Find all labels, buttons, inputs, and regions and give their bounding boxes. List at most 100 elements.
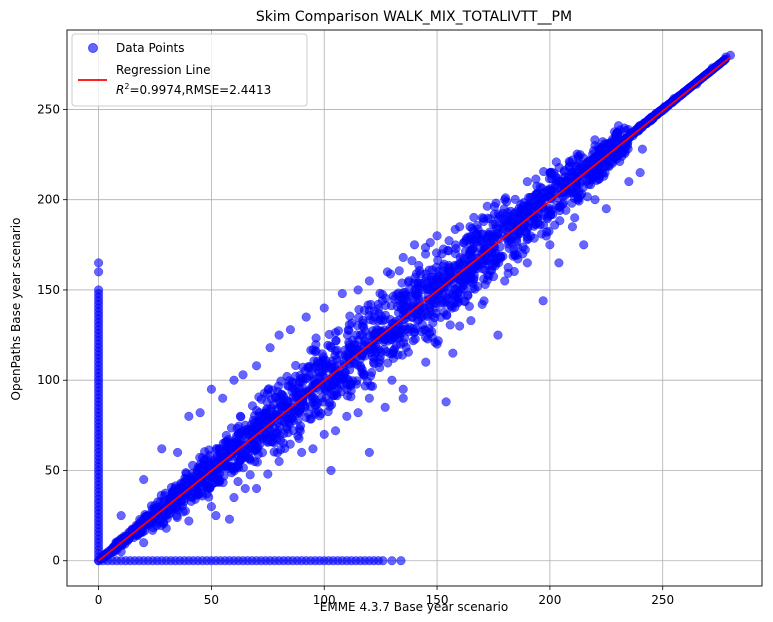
data-point <box>238 370 248 380</box>
axis-ticks: 0 50 100 150 200 250 0 50 100 150 200 250 <box>37 102 674 607</box>
data-point <box>521 227 531 237</box>
data-point <box>327 376 337 386</box>
data-point <box>535 182 545 192</box>
data-point <box>414 282 424 292</box>
data-point <box>398 384 408 394</box>
data-point <box>319 303 329 313</box>
data-point <box>377 316 388 326</box>
data-point <box>525 192 535 203</box>
data-point <box>179 485 189 495</box>
data-point <box>98 550 108 560</box>
data-point <box>403 324 413 335</box>
data-point <box>407 256 417 266</box>
y-tick-label: 150 <box>37 283 60 297</box>
data-point <box>319 429 329 439</box>
data-point <box>313 358 323 368</box>
data-point <box>251 483 262 494</box>
legend-box <box>71 33 308 107</box>
data-point <box>637 144 647 154</box>
data-point <box>293 415 303 425</box>
data-point <box>407 312 417 322</box>
data-point <box>590 140 600 151</box>
data-point <box>346 380 356 391</box>
data-point <box>265 343 275 353</box>
data-point <box>428 277 438 287</box>
data-point <box>273 425 283 435</box>
data-point <box>274 330 284 340</box>
data-point <box>331 336 341 346</box>
data-point <box>308 345 318 355</box>
data-point <box>327 400 337 410</box>
data-point <box>504 243 514 253</box>
data-point <box>233 429 243 439</box>
data-point <box>423 334 433 344</box>
data-point <box>184 516 194 526</box>
data-point <box>295 383 305 394</box>
data-point <box>172 512 182 523</box>
data-point <box>378 556 388 566</box>
data-point <box>503 268 513 278</box>
data-point <box>432 248 442 258</box>
data-point <box>346 392 356 402</box>
data-point <box>308 381 318 391</box>
data-point <box>364 393 374 403</box>
data-point <box>444 236 454 246</box>
legend: Data Points Regression Line R2=0.9974,RM… <box>71 33 308 107</box>
data-point <box>617 146 628 156</box>
data-point <box>358 370 368 380</box>
plot-frame <box>66 29 763 587</box>
data-point <box>459 237 469 247</box>
data-point <box>479 274 489 284</box>
data-point <box>624 177 634 187</box>
data-point <box>472 237 482 247</box>
data-point <box>202 489 212 499</box>
data-point <box>206 502 216 512</box>
data-point <box>232 462 242 472</box>
data-point <box>497 214 507 224</box>
data-point <box>591 167 601 177</box>
data-point <box>321 355 331 366</box>
data-point <box>284 376 294 386</box>
data-point <box>386 301 396 311</box>
data-point <box>330 426 341 436</box>
data-point <box>364 276 374 286</box>
data-point <box>439 307 449 317</box>
data-point <box>357 330 367 340</box>
data-point <box>305 401 315 411</box>
data-point <box>414 260 424 271</box>
data-point <box>555 216 565 226</box>
data-point <box>421 357 431 367</box>
data-point <box>542 212 553 222</box>
data-point <box>285 412 295 422</box>
data-point <box>211 511 221 521</box>
data-point <box>387 375 397 385</box>
data-point <box>491 198 501 208</box>
legend-marker-data-points <box>88 43 98 53</box>
data-point <box>522 258 532 268</box>
data-point <box>229 375 239 385</box>
data-point <box>438 266 448 276</box>
data-point <box>94 285 104 295</box>
data-point <box>570 184 580 195</box>
data-point <box>169 489 179 499</box>
data-point <box>600 168 610 178</box>
data-point <box>366 381 376 391</box>
data-point <box>218 393 228 403</box>
data-point <box>607 134 618 144</box>
data-point <box>573 192 583 202</box>
regression-line-layer <box>98 56 731 562</box>
data-point <box>364 447 374 457</box>
data-point <box>544 226 554 236</box>
stats-superscript: 2 <box>124 82 129 91</box>
data-point <box>493 330 503 340</box>
stats-r: R <box>116 83 124 97</box>
data-point <box>382 267 392 277</box>
data-point <box>579 240 589 250</box>
data-point <box>195 408 205 418</box>
data-point <box>380 402 390 412</box>
data-point <box>218 455 228 465</box>
data-point <box>534 194 544 204</box>
data-point <box>421 269 431 279</box>
legend-label-data-points: Data Points <box>116 41 185 55</box>
data-point <box>244 434 254 444</box>
